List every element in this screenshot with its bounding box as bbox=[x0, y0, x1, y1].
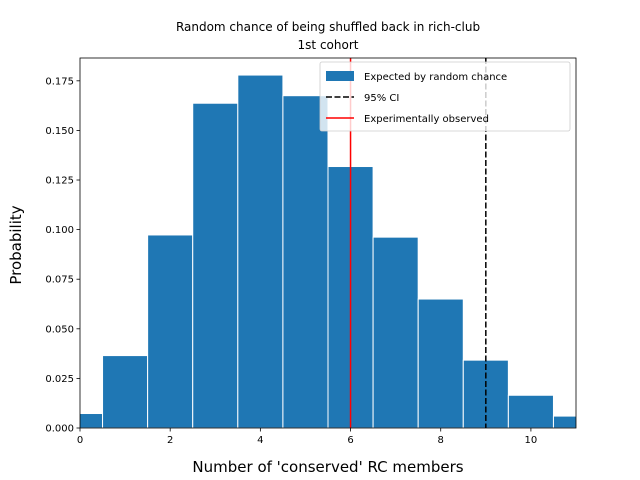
y-tick-label: 0.150 bbox=[45, 126, 74, 137]
legend-box bbox=[319, 61, 571, 132]
y-axis-label: Probability bbox=[7, 205, 25, 284]
y-tick-label: 0.100 bbox=[45, 225, 74, 236]
chart-title: Random chance of being shuffled back in … bbox=[176, 20, 480, 34]
legend-label: Experimentally observed bbox=[364, 114, 489, 125]
histogram-bar-10 bbox=[507, 394, 554, 428]
legend-label: Expected by random chance bbox=[364, 72, 507, 83]
y-tick-label: 0.025 bbox=[45, 374, 74, 385]
x-axis-label: Number of 'conserved' RC members bbox=[192, 458, 463, 476]
x-tick-label: 0 bbox=[77, 435, 83, 446]
plot-frame bbox=[79, 57, 577, 429]
histogram-bar-5 bbox=[282, 95, 329, 428]
histogram-bar-4 bbox=[237, 74, 284, 428]
legend-swatch-random bbox=[326, 71, 354, 81]
y-tick-label: 0.050 bbox=[45, 324, 74, 335]
y-tick-label: 0.175 bbox=[45, 76, 74, 87]
histogram-bar-7 bbox=[372, 236, 419, 428]
y-tick-label: 0.000 bbox=[45, 424, 74, 435]
x-tick-label: 8 bbox=[438, 435, 444, 446]
axes-group bbox=[79, 57, 577, 429]
x-tick-label: 2 bbox=[167, 435, 173, 446]
histogram-bar-8 bbox=[417, 298, 464, 428]
histogram-bar-3 bbox=[192, 102, 239, 428]
bars-group bbox=[80, 74, 576, 428]
x-tick-label: 6 bbox=[347, 435, 353, 446]
chart-subtitle: 1st cohort bbox=[298, 38, 359, 52]
x-tick-label: 4 bbox=[257, 435, 263, 446]
y-tick-label: 0.075 bbox=[45, 275, 74, 286]
legend-label: 95% CI bbox=[364, 93, 399, 104]
legend: Expected by random chance 95% CI Experimen… bbox=[319, 61, 571, 132]
y-tick-label: 0.125 bbox=[45, 176, 74, 187]
histogram-bar-1 bbox=[102, 355, 149, 428]
histogram-bar-2 bbox=[147, 234, 194, 428]
ticks-group: 0 2 4 6 8 10 0.000 0.025 0.050 0.075 0.100 0.125 0.1… bbox=[45, 76, 537, 446]
x-tick-label: 10 bbox=[525, 435, 538, 446]
